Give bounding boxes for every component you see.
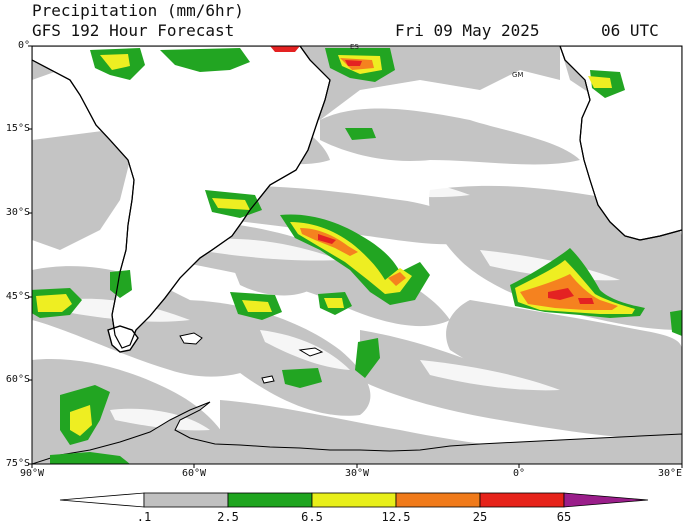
colorbar-label-6-5: 6.5 [301,510,323,524]
colorbar-red [479,492,565,508]
lat-label-45s: 45°S [5,291,30,302]
axis-ticks [28,45,683,468]
lon-label-0: 0° [512,468,526,479]
lat-label-60s: 60°S [5,374,30,385]
lon-label-30e: 30°E [657,468,683,479]
antarctica-coastline [32,401,682,464]
lon-label-30w: 30°W [344,468,370,479]
colorbar-label-0-1: .1 [136,510,152,524]
marker-es: ES [350,43,359,51]
lat-label-75s: 75°S [5,458,30,469]
africa-coastline [559,46,682,241]
colorbar [59,492,649,508]
chart-title-model: GFS 192 Hour Forecast [32,21,235,40]
colorbar-label-2-5: 2.5 [217,510,239,524]
colorbar-label-12-5: 12.5 [381,510,411,524]
colorbar-gray [143,492,229,508]
colorbar-orange [395,492,481,508]
tierra-del-fuego [107,325,139,353]
colorbar-purple [563,492,649,508]
marker-gm: GM [512,71,523,79]
colorbar-white [59,492,145,508]
lat-label-0: 0° [17,40,30,51]
islands [179,332,324,384]
chart-title-variable: Precipitation (mm/6hr) [32,1,244,20]
lon-label-60w: 60°W [181,468,207,479]
valid-date: Fri 09 May 2025 [395,21,540,40]
lon-label-90w: 90°W [19,468,45,479]
lat-label-30s: 30°S [5,207,30,218]
colorbar-label-65: 65 [556,510,572,524]
lat-label-15s: 15°S [5,123,30,134]
colorbar-label-25: 25 [472,510,488,524]
colorbar-green [227,492,313,508]
south-america-coastline [32,46,331,349]
colorbar-yellow [311,492,397,508]
valid-time: 06 UTC [601,21,659,40]
extreme-precip-layer [270,46,594,304]
